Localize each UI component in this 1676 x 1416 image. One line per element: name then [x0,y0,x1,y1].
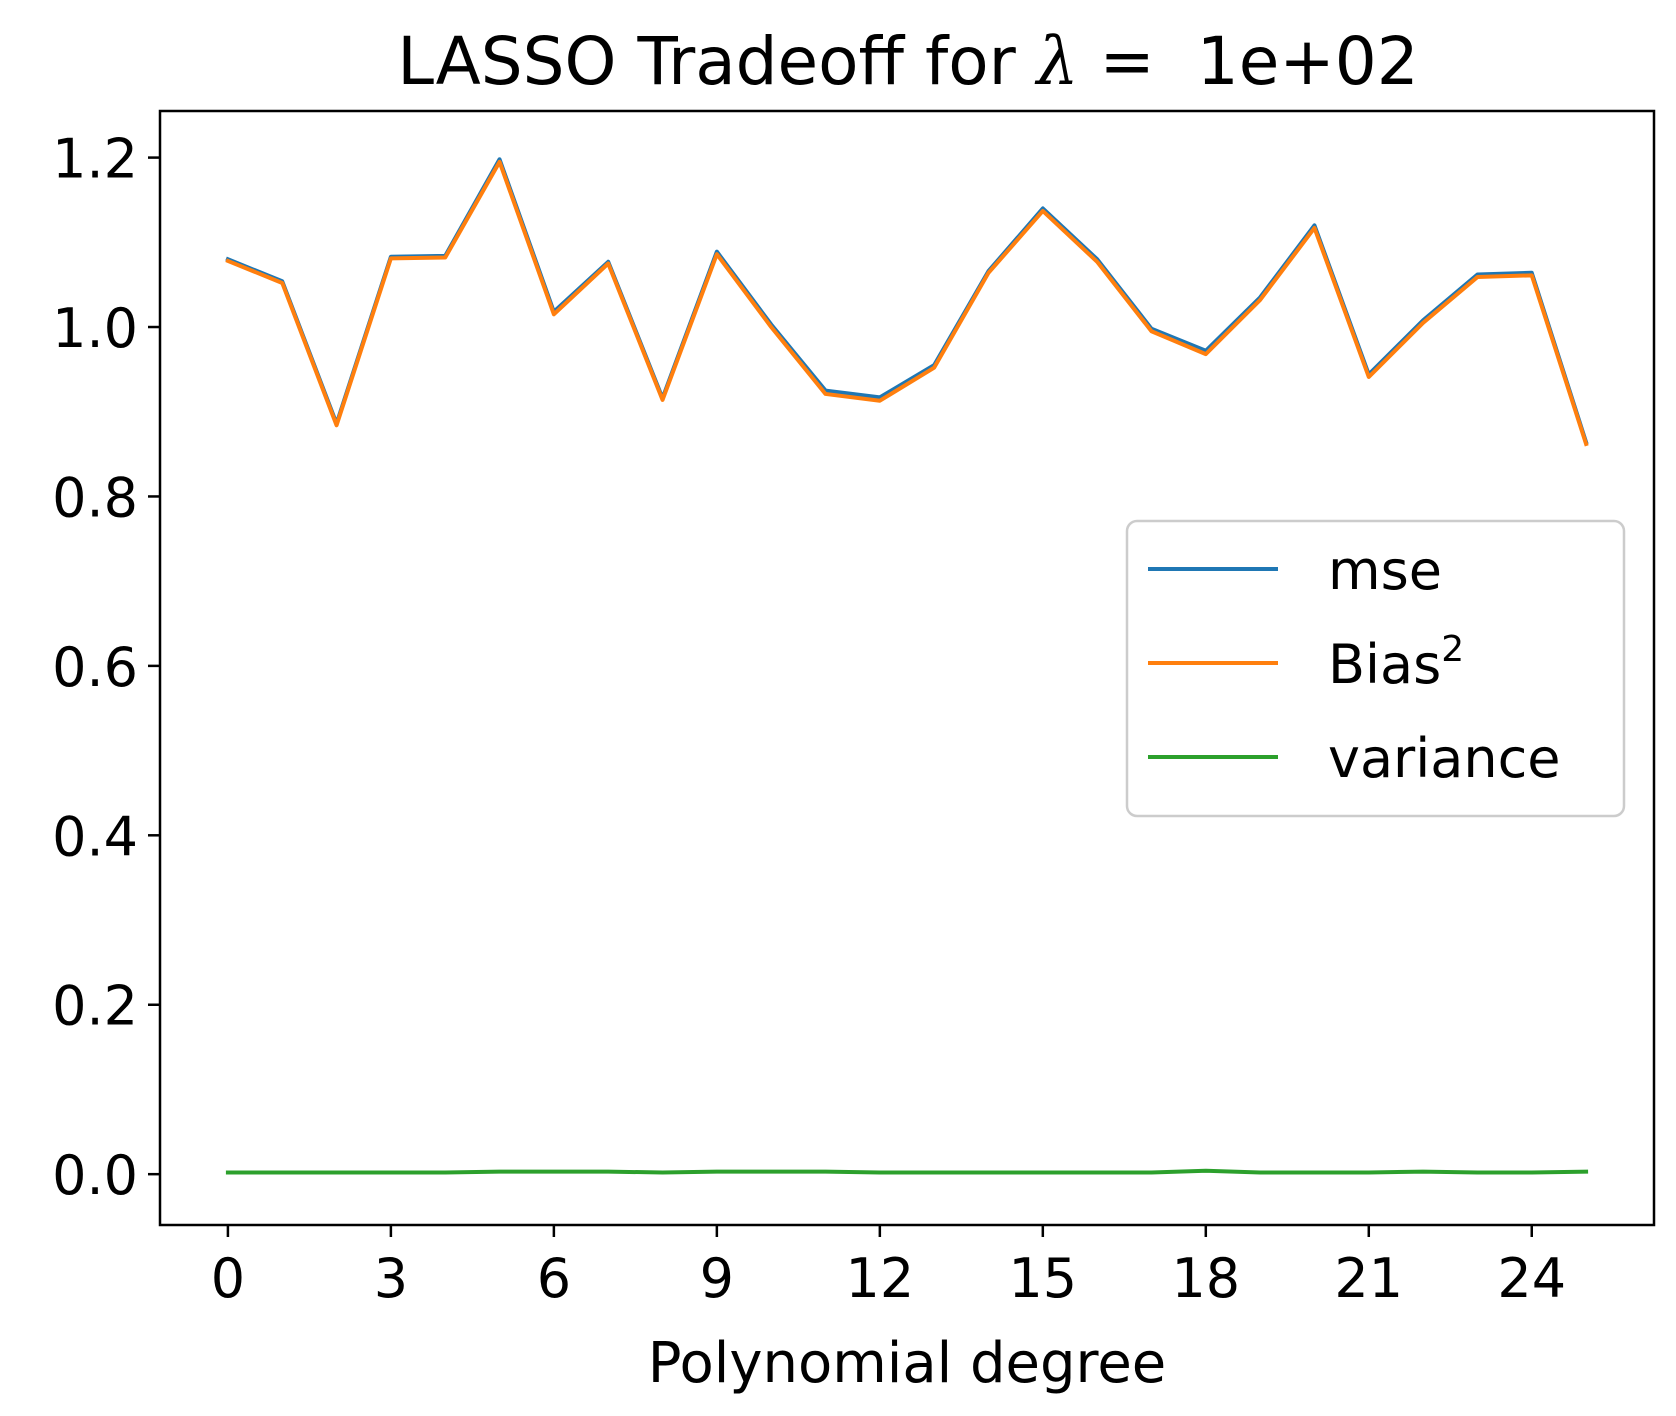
x-tick-label: 12 [845,1247,914,1310]
legend: mse Bias2 variance [1125,519,1626,818]
y-axis: 0.0 0.2 0.4 0.6 0.8 1.0 1.2 [52,128,160,1207]
y-tick-label: 0.8 [52,466,138,529]
series-line-mse [225,157,1589,445]
chart-title-suffix: = 1e+02 [1079,23,1419,100]
y-tick-label: 0.2 [52,975,138,1038]
legend-label-bias: Bias2 [1328,629,1464,696]
x-tick-label: 21 [1334,1247,1403,1310]
plot-area-frame [158,109,1656,1227]
legend-box [1125,519,1626,818]
y-tick-label: 0.6 [52,636,138,699]
x-tick-label: 24 [1497,1247,1566,1310]
series-line-bias [225,159,1589,447]
legend-label-text: mse [1328,539,1442,602]
y-tick-label: 1.2 [52,128,138,191]
chart-title: LASSO Tradeoff for λ = 1e+02 [397,23,1418,100]
y-tick-label: 0.0 [52,1144,138,1207]
y-tick-label: 0.4 [52,805,138,868]
legend-label-superscript: 2 [1441,629,1464,670]
x-tick-label: 15 [1008,1247,1077,1310]
x-axis-label: Polynomial degree [648,1331,1167,1396]
x-tick-label: 9 [700,1247,734,1310]
y-tick-label: 1.0 [52,297,138,360]
series-line-variance [225,1168,1589,1175]
legend-label-text: Bias [1328,633,1441,696]
x-tick-label: 18 [1171,1247,1240,1310]
x-tick-label: 6 [537,1247,571,1310]
legend-label-mse: mse [1328,539,1442,602]
series-lines [225,157,1589,1175]
legend-label-text: variance [1328,727,1560,790]
legend-label-variance: variance [1328,727,1560,790]
x-tick-label: 0 [211,1247,245,1310]
chart-title-symbol: λ [1034,23,1079,100]
x-tick-label: 3 [374,1247,408,1310]
x-axis: 0 3 6 9 12 15 18 21 24 [211,1225,1566,1310]
chart-title-prefix: LASSO Tradeoff for [397,23,1036,100]
